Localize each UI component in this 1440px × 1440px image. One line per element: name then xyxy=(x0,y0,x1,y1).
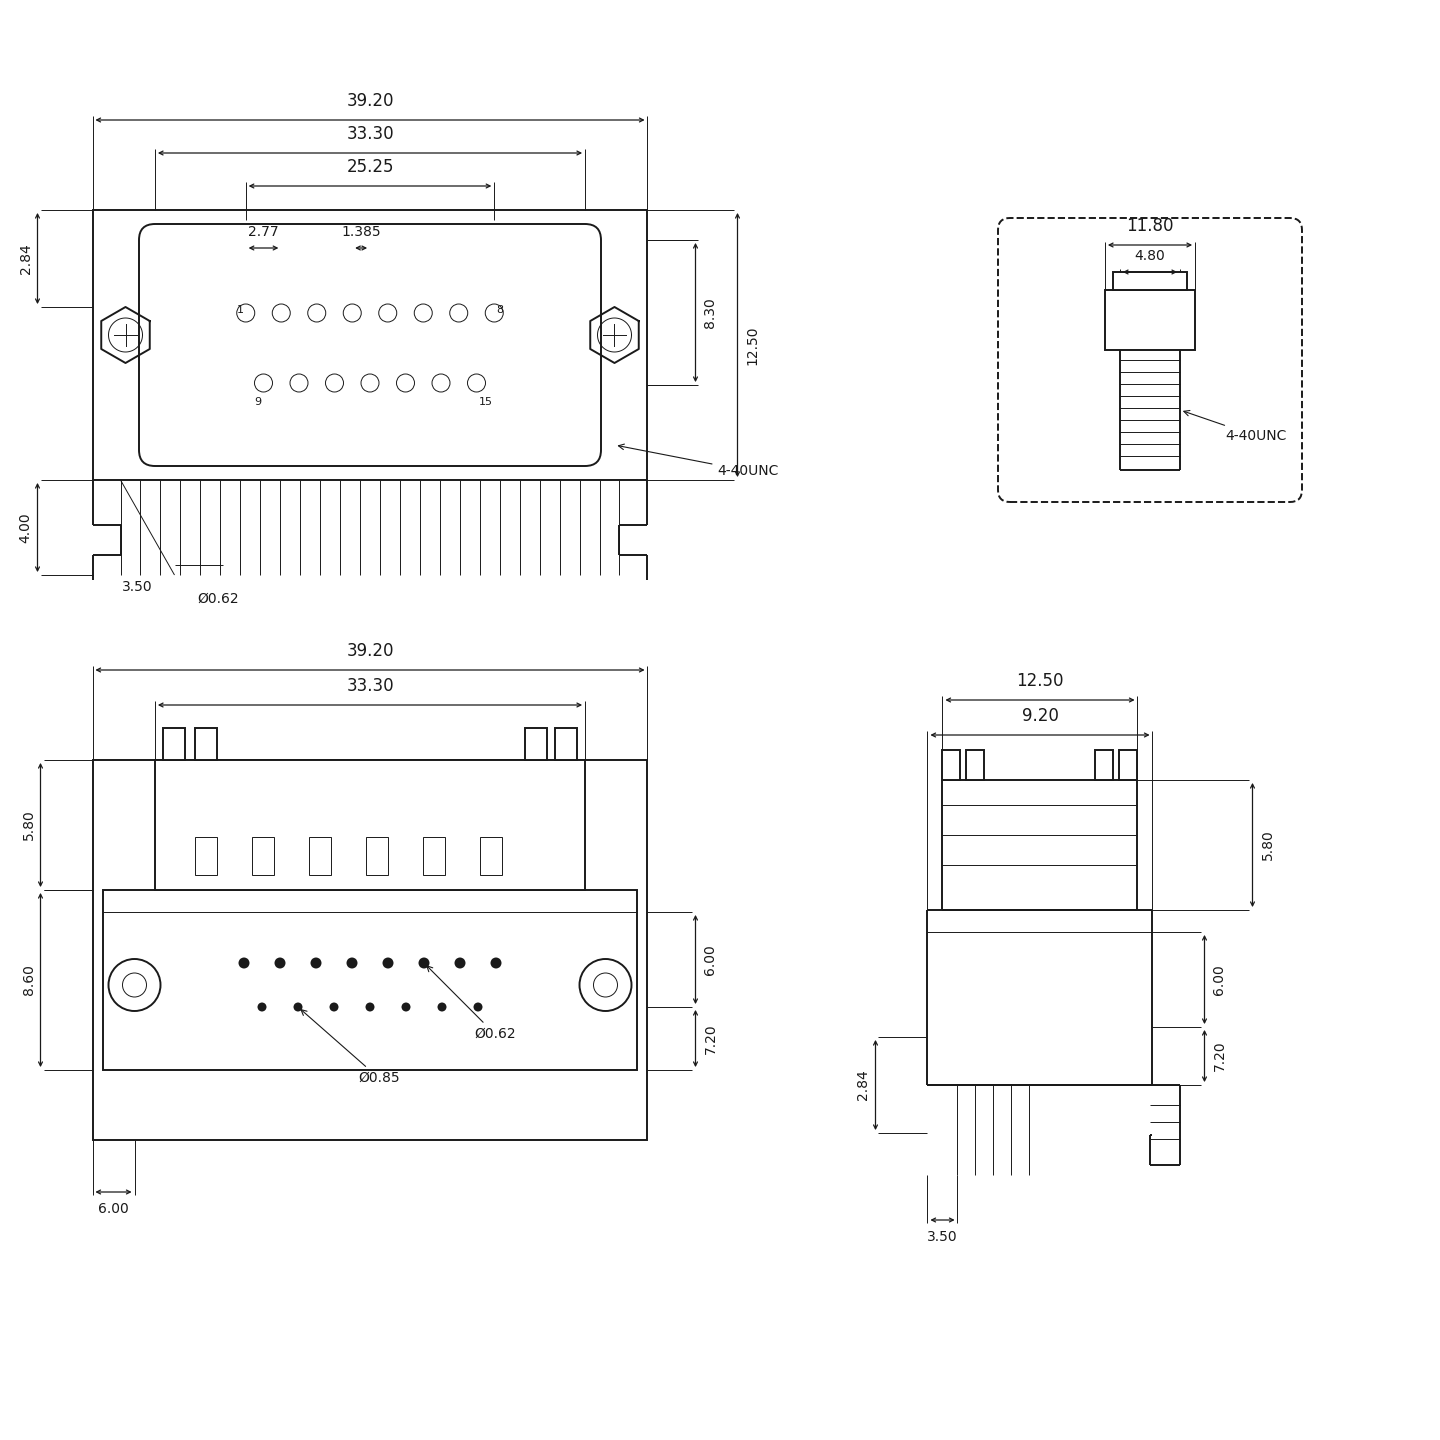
Circle shape xyxy=(449,304,468,323)
Text: 7.20: 7.20 xyxy=(1212,1041,1227,1071)
Bar xyxy=(1113,272,1187,289)
Circle shape xyxy=(485,304,503,323)
Bar xyxy=(194,729,217,760)
Bar xyxy=(423,837,445,876)
Bar xyxy=(102,890,638,1070)
Bar xyxy=(554,729,577,760)
Bar xyxy=(163,729,184,760)
Circle shape xyxy=(255,374,272,392)
FancyBboxPatch shape xyxy=(998,217,1302,503)
Text: 25.25: 25.25 xyxy=(346,158,393,176)
Circle shape xyxy=(438,1002,446,1011)
Circle shape xyxy=(383,958,393,969)
Circle shape xyxy=(275,958,285,969)
Circle shape xyxy=(455,958,465,969)
Text: 6.00: 6.00 xyxy=(704,945,717,975)
Bar xyxy=(526,729,547,760)
Bar xyxy=(943,750,960,780)
Bar xyxy=(92,210,648,480)
Text: 6.00: 6.00 xyxy=(1212,965,1227,995)
Circle shape xyxy=(236,304,255,323)
Text: Ø0.62: Ø0.62 xyxy=(426,966,516,1041)
Text: 33.30: 33.30 xyxy=(346,677,393,696)
Circle shape xyxy=(343,304,361,323)
Text: 7.20: 7.20 xyxy=(704,1024,717,1054)
Text: 5.80: 5.80 xyxy=(22,809,36,841)
Circle shape xyxy=(108,959,160,1011)
Text: 8.60: 8.60 xyxy=(22,965,36,995)
Text: lighttake: lighttake xyxy=(265,314,475,356)
Text: 4.80: 4.80 xyxy=(1135,249,1165,264)
Circle shape xyxy=(468,374,485,392)
Text: 4.00: 4.00 xyxy=(19,513,33,543)
Text: 9.20: 9.20 xyxy=(1021,707,1058,724)
Text: 39.20: 39.20 xyxy=(346,92,393,109)
Text: 11.80: 11.80 xyxy=(1126,217,1174,235)
Text: 33.30: 33.30 xyxy=(346,125,393,143)
Circle shape xyxy=(325,374,344,392)
Circle shape xyxy=(491,958,501,969)
Text: 6.00: 6.00 xyxy=(98,1202,128,1215)
Circle shape xyxy=(239,958,249,969)
Text: 2.84: 2.84 xyxy=(857,1070,871,1100)
Bar xyxy=(1104,289,1195,350)
Circle shape xyxy=(311,958,321,969)
FancyBboxPatch shape xyxy=(140,225,600,467)
Text: 12.50: 12.50 xyxy=(746,325,759,364)
Text: 12.50: 12.50 xyxy=(1017,672,1064,690)
Circle shape xyxy=(593,973,618,996)
Circle shape xyxy=(402,1002,410,1011)
Text: 3.50: 3.50 xyxy=(927,1230,958,1244)
Bar xyxy=(966,750,985,780)
Text: 8: 8 xyxy=(497,305,504,315)
Circle shape xyxy=(347,958,357,969)
Circle shape xyxy=(308,304,325,323)
Bar xyxy=(92,760,648,1140)
Circle shape xyxy=(258,1002,266,1011)
Circle shape xyxy=(474,1002,482,1011)
Text: 8.30: 8.30 xyxy=(704,297,717,328)
Circle shape xyxy=(122,973,147,996)
Circle shape xyxy=(330,1002,338,1011)
Bar xyxy=(366,837,387,876)
Bar xyxy=(1119,750,1138,780)
Bar xyxy=(310,837,331,876)
Bar xyxy=(252,837,274,876)
Text: 2.77: 2.77 xyxy=(248,225,279,239)
Text: Ø0.85: Ø0.85 xyxy=(301,1009,400,1084)
Circle shape xyxy=(379,304,397,323)
Circle shape xyxy=(415,304,432,323)
Circle shape xyxy=(289,374,308,392)
Text: 5.80: 5.80 xyxy=(1260,829,1274,860)
Text: 3.50: 3.50 xyxy=(122,580,153,595)
Bar xyxy=(156,760,585,890)
Bar xyxy=(1096,750,1113,780)
Text: 39.20: 39.20 xyxy=(346,642,393,660)
Text: 1.385: 1.385 xyxy=(341,225,382,239)
Text: 15: 15 xyxy=(478,397,492,408)
Text: 9: 9 xyxy=(255,397,262,408)
Circle shape xyxy=(579,959,632,1011)
Circle shape xyxy=(366,1002,374,1011)
Bar xyxy=(194,837,217,876)
Circle shape xyxy=(361,374,379,392)
Circle shape xyxy=(396,374,415,392)
Circle shape xyxy=(419,958,429,969)
Text: Ø0.62: Ø0.62 xyxy=(197,592,239,606)
Circle shape xyxy=(272,304,291,323)
Bar xyxy=(480,837,503,876)
Circle shape xyxy=(294,1002,302,1011)
Circle shape xyxy=(432,374,449,392)
Text: 1: 1 xyxy=(236,305,243,315)
Text: 2.84: 2.84 xyxy=(19,243,33,274)
Text: 4-40UNC: 4-40UNC xyxy=(618,444,779,478)
Text: 4-40UNC: 4-40UNC xyxy=(1184,410,1286,444)
